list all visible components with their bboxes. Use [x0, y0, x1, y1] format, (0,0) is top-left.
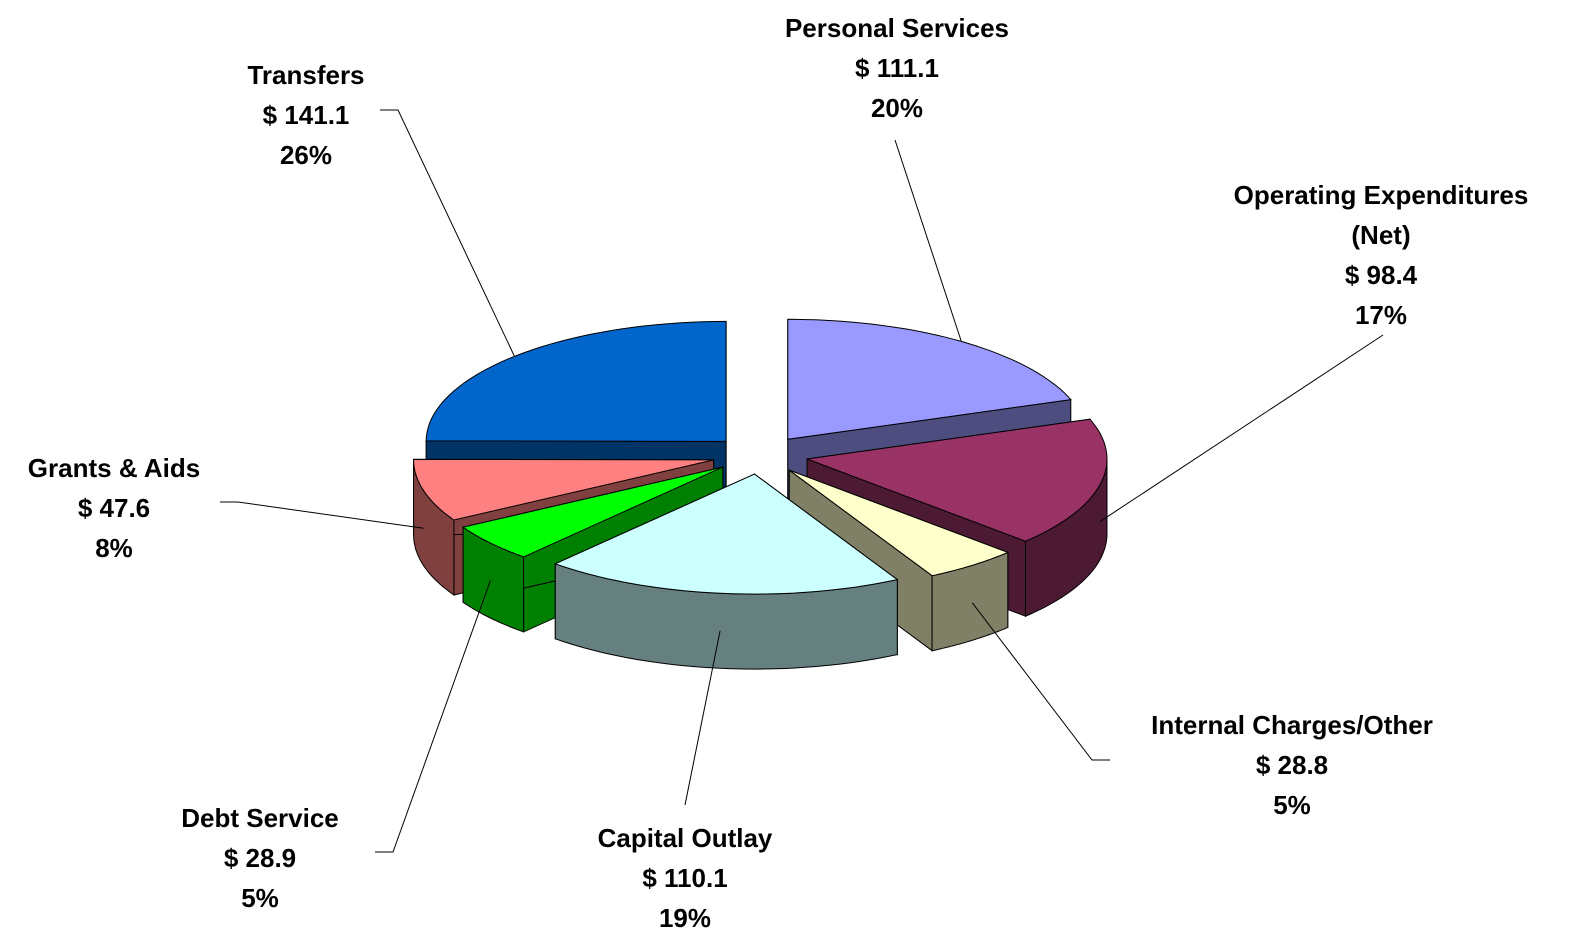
label-value: $ 28.8	[1255, 750, 1329, 780]
leader-line	[380, 109, 515, 357]
slice-top	[461, 466, 724, 558]
label-percent: 8%	[95, 533, 133, 563]
label-value: $ 28.9	[223, 843, 297, 873]
slice-top	[806, 418, 1108, 542]
label-value: $ 111.1	[855, 53, 939, 83]
label-name: Grants & Aids	[27, 453, 201, 483]
label-percent: 5%	[241, 883, 279, 913]
data-label: Capital Outlay $ 110.1 19%	[535, 818, 835, 930]
label-value: $ 141.1	[262, 100, 350, 130]
label-percent: 5%	[1273, 790, 1311, 820]
label-name: Operating Expenditures (Net)	[1233, 180, 1529, 250]
label-name: Personal Services	[784, 13, 1010, 43]
data-label: Internal Charges/Other $ 28.8 5%	[1112, 705, 1472, 825]
slice-top	[413, 458, 714, 521]
leader-line	[1100, 334, 1384, 522]
data-label: Debt Service $ 28.9 5%	[110, 798, 410, 918]
leader-line	[971, 602, 1110, 761]
label-percent: 17%	[1354, 300, 1408, 330]
label-name: Transfers	[247, 60, 365, 90]
label-percent: 26%	[279, 140, 333, 170]
leader-line	[894, 139, 962, 342]
label-percent: 20%	[870, 93, 924, 123]
slice	[553, 473, 899, 670]
label-name: Capital Outlay	[597, 823, 773, 853]
label-value: $ 98.4	[1344, 260, 1418, 290]
slice-top	[425, 320, 727, 442]
slice-top	[553, 473, 899, 595]
data-label: Operating Expenditures (Net) $ 98.4 17%	[1201, 175, 1561, 335]
leader-line	[375, 580, 491, 853]
leader-line	[684, 630, 721, 806]
label-percent: 19%	[658, 903, 712, 930]
data-label: Personal Services $ 111.1 20%	[727, 8, 1067, 128]
slice-top	[789, 469, 1010, 577]
data-label: Transfers $ 141.1 26%	[176, 55, 436, 175]
label-value: $ 47.6	[77, 493, 151, 523]
label-name: Internal Charges/Other	[1151, 710, 1433, 740]
leader-line	[220, 501, 424, 529]
label-value: $ 110.1	[642, 863, 728, 893]
data-label: Grants & Aids $ 47.6 8%	[0, 448, 234, 568]
label-name: Debt Service	[181, 803, 339, 833]
